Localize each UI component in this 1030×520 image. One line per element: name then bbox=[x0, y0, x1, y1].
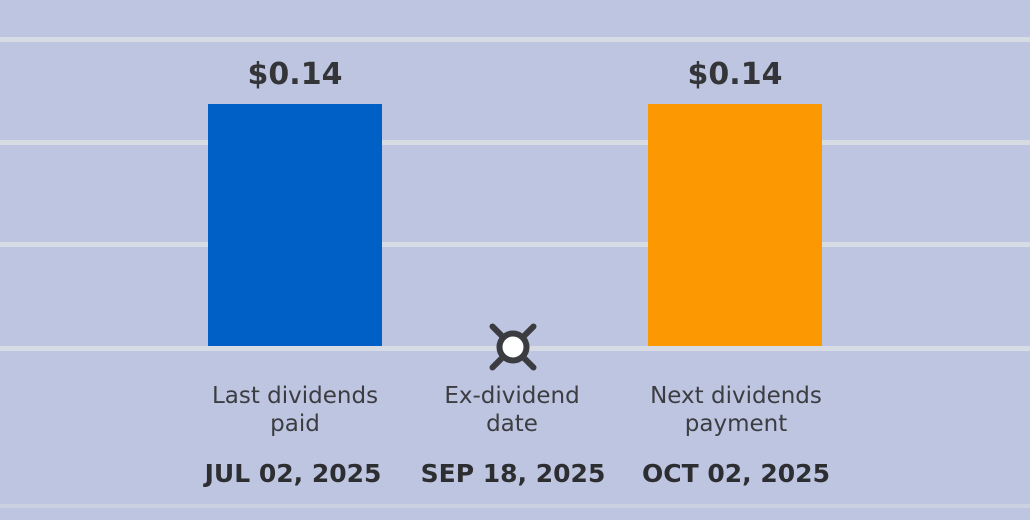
next-dividends-bar bbox=[648, 104, 822, 346]
category-label-line1: Next dividends bbox=[650, 383, 822, 409]
date-label-last-dividends: JUL 02, 2025 bbox=[204, 459, 382, 488]
bar-value-label: $0.14 bbox=[687, 57, 783, 92]
gridline bbox=[0, 242, 1030, 247]
date-label-ex-dividend: SEP 18, 2025 bbox=[420, 459, 606, 488]
category-label-line2: paid bbox=[270, 411, 320, 437]
date-label-next-dividends: OCT 02, 2025 bbox=[642, 459, 830, 488]
gridline bbox=[0, 140, 1030, 145]
gridline bbox=[0, 37, 1030, 42]
category-label-line1: Last dividends bbox=[211, 383, 379, 409]
category-label-ex-dividend: Ex-dividend date bbox=[402, 382, 622, 438]
gridline-bottom bbox=[0, 504, 1030, 508]
last-dividends-bar bbox=[208, 104, 382, 346]
category-label-last-dividends: Last dividends paid bbox=[185, 382, 405, 438]
category-label-line2: payment bbox=[684, 411, 788, 437]
category-label-line2: date bbox=[486, 411, 538, 437]
bar-value-label: $0.14 bbox=[247, 57, 343, 92]
ex-dividend-circle-x-icon bbox=[489, 323, 537, 371]
category-label-line1: Ex-dividend bbox=[444, 383, 580, 409]
category-label-next-dividends: Next dividends payment bbox=[626, 382, 846, 438]
